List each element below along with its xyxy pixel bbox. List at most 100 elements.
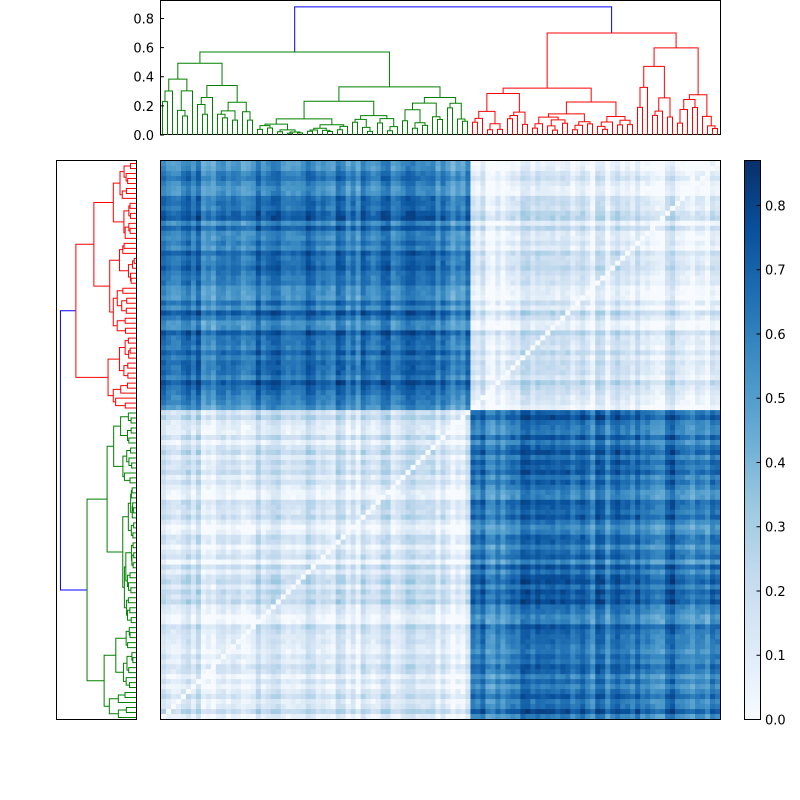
heatmap-cell (675, 270, 681, 277)
heatmap-cell (165, 330, 172, 336)
heatmap-cell (705, 345, 711, 351)
heatmap-cell (655, 250, 661, 257)
heatmap-cell (380, 305, 387, 312)
heatmap-cell (615, 355, 621, 361)
heatmap-cell (340, 325, 347, 331)
heatmap-cell (205, 325, 212, 331)
heatmap-cell (365, 210, 372, 217)
heatmap-cell (470, 180, 477, 187)
heatmap-cell (505, 320, 511, 327)
heatmap-cell (585, 290, 591, 297)
heatmap-cell (305, 225, 312, 232)
heatmap-cell (605, 220, 611, 227)
heatmap-cell (585, 205, 591, 212)
heatmap-cell (535, 360, 541, 366)
heatmap-cell (415, 210, 422, 217)
heatmap-cell (530, 205, 536, 212)
heatmap-cell (595, 360, 601, 366)
heatmap-cell (240, 185, 247, 192)
heatmap-cell (360, 235, 367, 242)
heatmap-cell (625, 165, 631, 172)
heatmap-cell (175, 305, 182, 312)
top-dendrogram-link-105 (679, 108, 688, 135)
heatmap-cell (185, 270, 192, 277)
heatmap-cell (255, 270, 262, 277)
heatmap-cell (320, 230, 327, 237)
heatmap-cell (515, 270, 521, 277)
heatmap-cell (310, 330, 317, 336)
left-dendrogram-link-5 (125, 707, 136, 714)
heatmap-cell (655, 360, 661, 366)
heatmap-cell (180, 295, 187, 302)
heatmap-cell (555, 260, 561, 267)
heatmap-cell (505, 315, 511, 322)
heatmap-cell (245, 285, 252, 292)
heatmap-cell (320, 225, 327, 232)
heatmap-cell (510, 365, 516, 371)
heatmap-cell (265, 220, 272, 227)
heatmap-cell (161, 265, 167, 272)
heatmap-cell (690, 215, 696, 222)
heatmap-cell (440, 240, 447, 247)
heatmap-cell (175, 245, 182, 252)
heatmap-cell (400, 180, 407, 187)
heatmap-cell (310, 195, 317, 202)
heatmap-cell (430, 225, 437, 232)
left-dendrogram-link-91 (130, 277, 136, 284)
heatmap-cell (385, 295, 392, 302)
heatmap-cell (625, 335, 631, 341)
heatmap-cell (375, 260, 382, 267)
heatmap-cell (360, 365, 367, 371)
heatmap-cell (205, 315, 212, 322)
heatmap-cell (325, 230, 332, 237)
heatmap-cell (280, 290, 287, 297)
heatmap-cell (315, 165, 322, 172)
heatmap-cell (555, 280, 561, 287)
heatmap-cell (360, 285, 367, 292)
heatmap-cell (255, 290, 262, 297)
heatmap-cell (535, 355, 541, 361)
heatmap-cell (575, 315, 581, 322)
heatmap-cell (695, 161, 701, 167)
heatmap-cell (555, 345, 561, 351)
heatmap-cell (520, 205, 526, 212)
heatmap-cell (465, 210, 472, 217)
heatmap-cell (665, 220, 671, 227)
heatmap-cell (315, 325, 322, 331)
heatmap-cell (600, 235, 606, 242)
heatmap-cell (235, 350, 242, 356)
top-dendrogram-y-axis: 0.00.20.40.60.8 (133, 12, 164, 144)
heatmap-cell (545, 240, 551, 247)
heatmap-cell (195, 165, 202, 172)
heatmap-cell (230, 315, 237, 322)
heatmap-cell (685, 215, 691, 222)
heatmap-cell (360, 280, 367, 287)
heatmap-cell (290, 235, 297, 242)
heatmap-cell (620, 300, 626, 307)
heatmap-cell (470, 200, 477, 207)
heatmap-cell (700, 300, 706, 307)
heatmap-cell (320, 330, 327, 336)
heatmap-cell (300, 185, 307, 192)
heatmap-cell (690, 360, 696, 366)
heatmap-cell (505, 305, 511, 312)
heatmap-cell (350, 270, 357, 277)
heatmap-cell (505, 365, 511, 371)
heatmap-cell (615, 180, 621, 187)
heatmap-cell (405, 340, 412, 346)
heatmap-cell (430, 335, 437, 341)
heatmap-cell (260, 325, 267, 331)
heatmap-cell (655, 285, 661, 292)
heatmap-cell (470, 255, 477, 262)
heatmap-cell (290, 245, 297, 252)
heatmap-cell (320, 195, 327, 202)
heatmap-cell (310, 225, 317, 232)
heatmap-cell (590, 225, 596, 232)
top-dendrogram-link-11 (197, 103, 206, 135)
heatmap-cell (320, 205, 327, 212)
heatmap-cell (690, 210, 696, 217)
heatmap-cell (235, 200, 242, 207)
heatmap-cell (255, 210, 262, 217)
heatmap-cell (295, 335, 302, 341)
heatmap-cell (180, 275, 187, 282)
